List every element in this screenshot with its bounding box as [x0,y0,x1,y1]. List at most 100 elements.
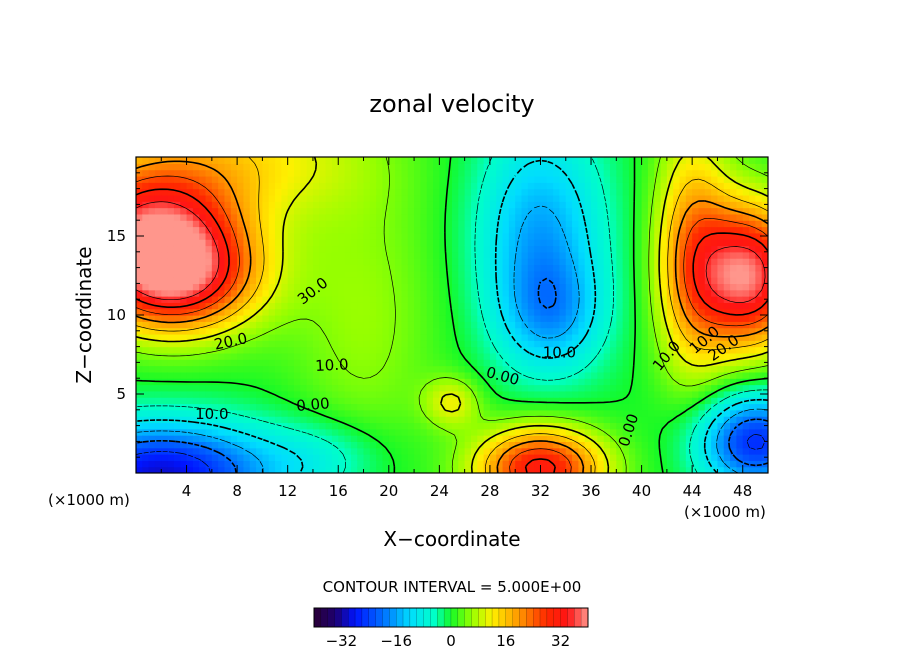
field-cell [641,201,649,209]
field-cell [654,422,662,430]
field-cell [357,207,365,215]
field-cell [483,397,491,405]
field-cell [414,333,421,341]
field-cell [256,302,263,310]
field-cell [142,416,150,424]
field-cell [230,321,238,329]
field-cell [173,251,181,259]
field-cell [553,157,561,164]
field-cell [192,409,200,417]
field-cell [679,194,687,202]
field-cell [622,315,630,322]
field-cell [388,258,396,266]
field-cell [654,175,662,183]
field-cell [572,321,579,329]
field-cell [685,188,693,196]
field-cell [180,447,188,455]
field-cell [559,157,567,164]
field-cell [565,352,573,360]
field-cell [534,340,542,348]
field-cell [173,194,181,202]
field-cell [338,352,346,360]
field-cell [553,403,561,411]
field-cell [192,296,200,303]
field-cell [268,454,276,461]
field-cell [591,340,598,348]
field-cell [679,169,687,177]
field-cell [287,182,295,190]
field-cell [401,327,409,335]
field-cell [711,296,719,303]
field-cell [685,232,693,240]
field-cell [376,466,384,473]
field-cell [388,390,396,398]
field-cell [211,352,219,360]
field-cell [281,201,289,209]
field-cell [685,447,693,455]
field-cell [230,352,238,360]
field-cell [565,346,573,354]
field-cell [173,226,181,234]
field-cell [711,251,719,259]
field-cell [464,182,472,190]
field-cell [464,378,472,386]
field-cell [350,466,358,473]
field-cell [496,239,504,247]
field-cell [344,283,352,291]
field-cell [622,207,630,215]
field-cell [610,340,617,348]
field-cell [635,466,643,473]
field-cell [331,175,339,183]
field-cell [502,397,510,405]
field-cell [407,277,415,284]
field-cell [723,315,731,322]
field-cell [603,359,611,367]
field-cell [685,378,693,386]
field-cell [527,460,535,468]
field-cell [338,371,346,379]
field-cell [622,397,630,405]
field-cell [508,346,516,354]
field-cell [508,422,516,430]
field-cell [477,308,485,316]
field-cell [616,340,624,348]
field-cell [148,454,156,461]
field-cell [414,308,421,316]
field-cell [736,308,744,316]
field-cell [749,289,756,297]
field-cell [281,182,289,190]
field-cell [268,277,276,284]
field-cell [534,403,542,411]
field-cell [666,251,674,259]
field-cell [319,175,327,183]
field-cell [685,340,693,348]
field-cell [553,201,561,209]
field-cell [603,264,611,272]
field-cell [521,340,529,348]
field-cell [268,175,276,183]
field-cell [268,232,276,240]
field-cell [452,270,459,278]
field-cell [673,333,681,341]
field-cell [565,390,573,398]
field-cell [508,416,516,424]
field-cell [363,403,371,411]
field-cell [148,157,156,164]
field-cell [546,397,554,405]
field-cell [154,245,162,253]
field-cell [622,194,630,202]
field-cell [458,365,466,373]
field-cell [312,359,320,367]
field-cell [755,315,763,322]
field-cell [237,194,245,202]
field-cell [736,352,744,360]
field-cell [148,194,156,202]
field-cell [294,378,301,386]
field-cell [711,447,719,455]
field-cell [369,213,377,221]
field-cell [268,270,276,278]
field-cell [527,371,535,379]
field-cell [483,201,491,209]
field-cell [464,296,472,303]
field-cell [742,390,750,398]
